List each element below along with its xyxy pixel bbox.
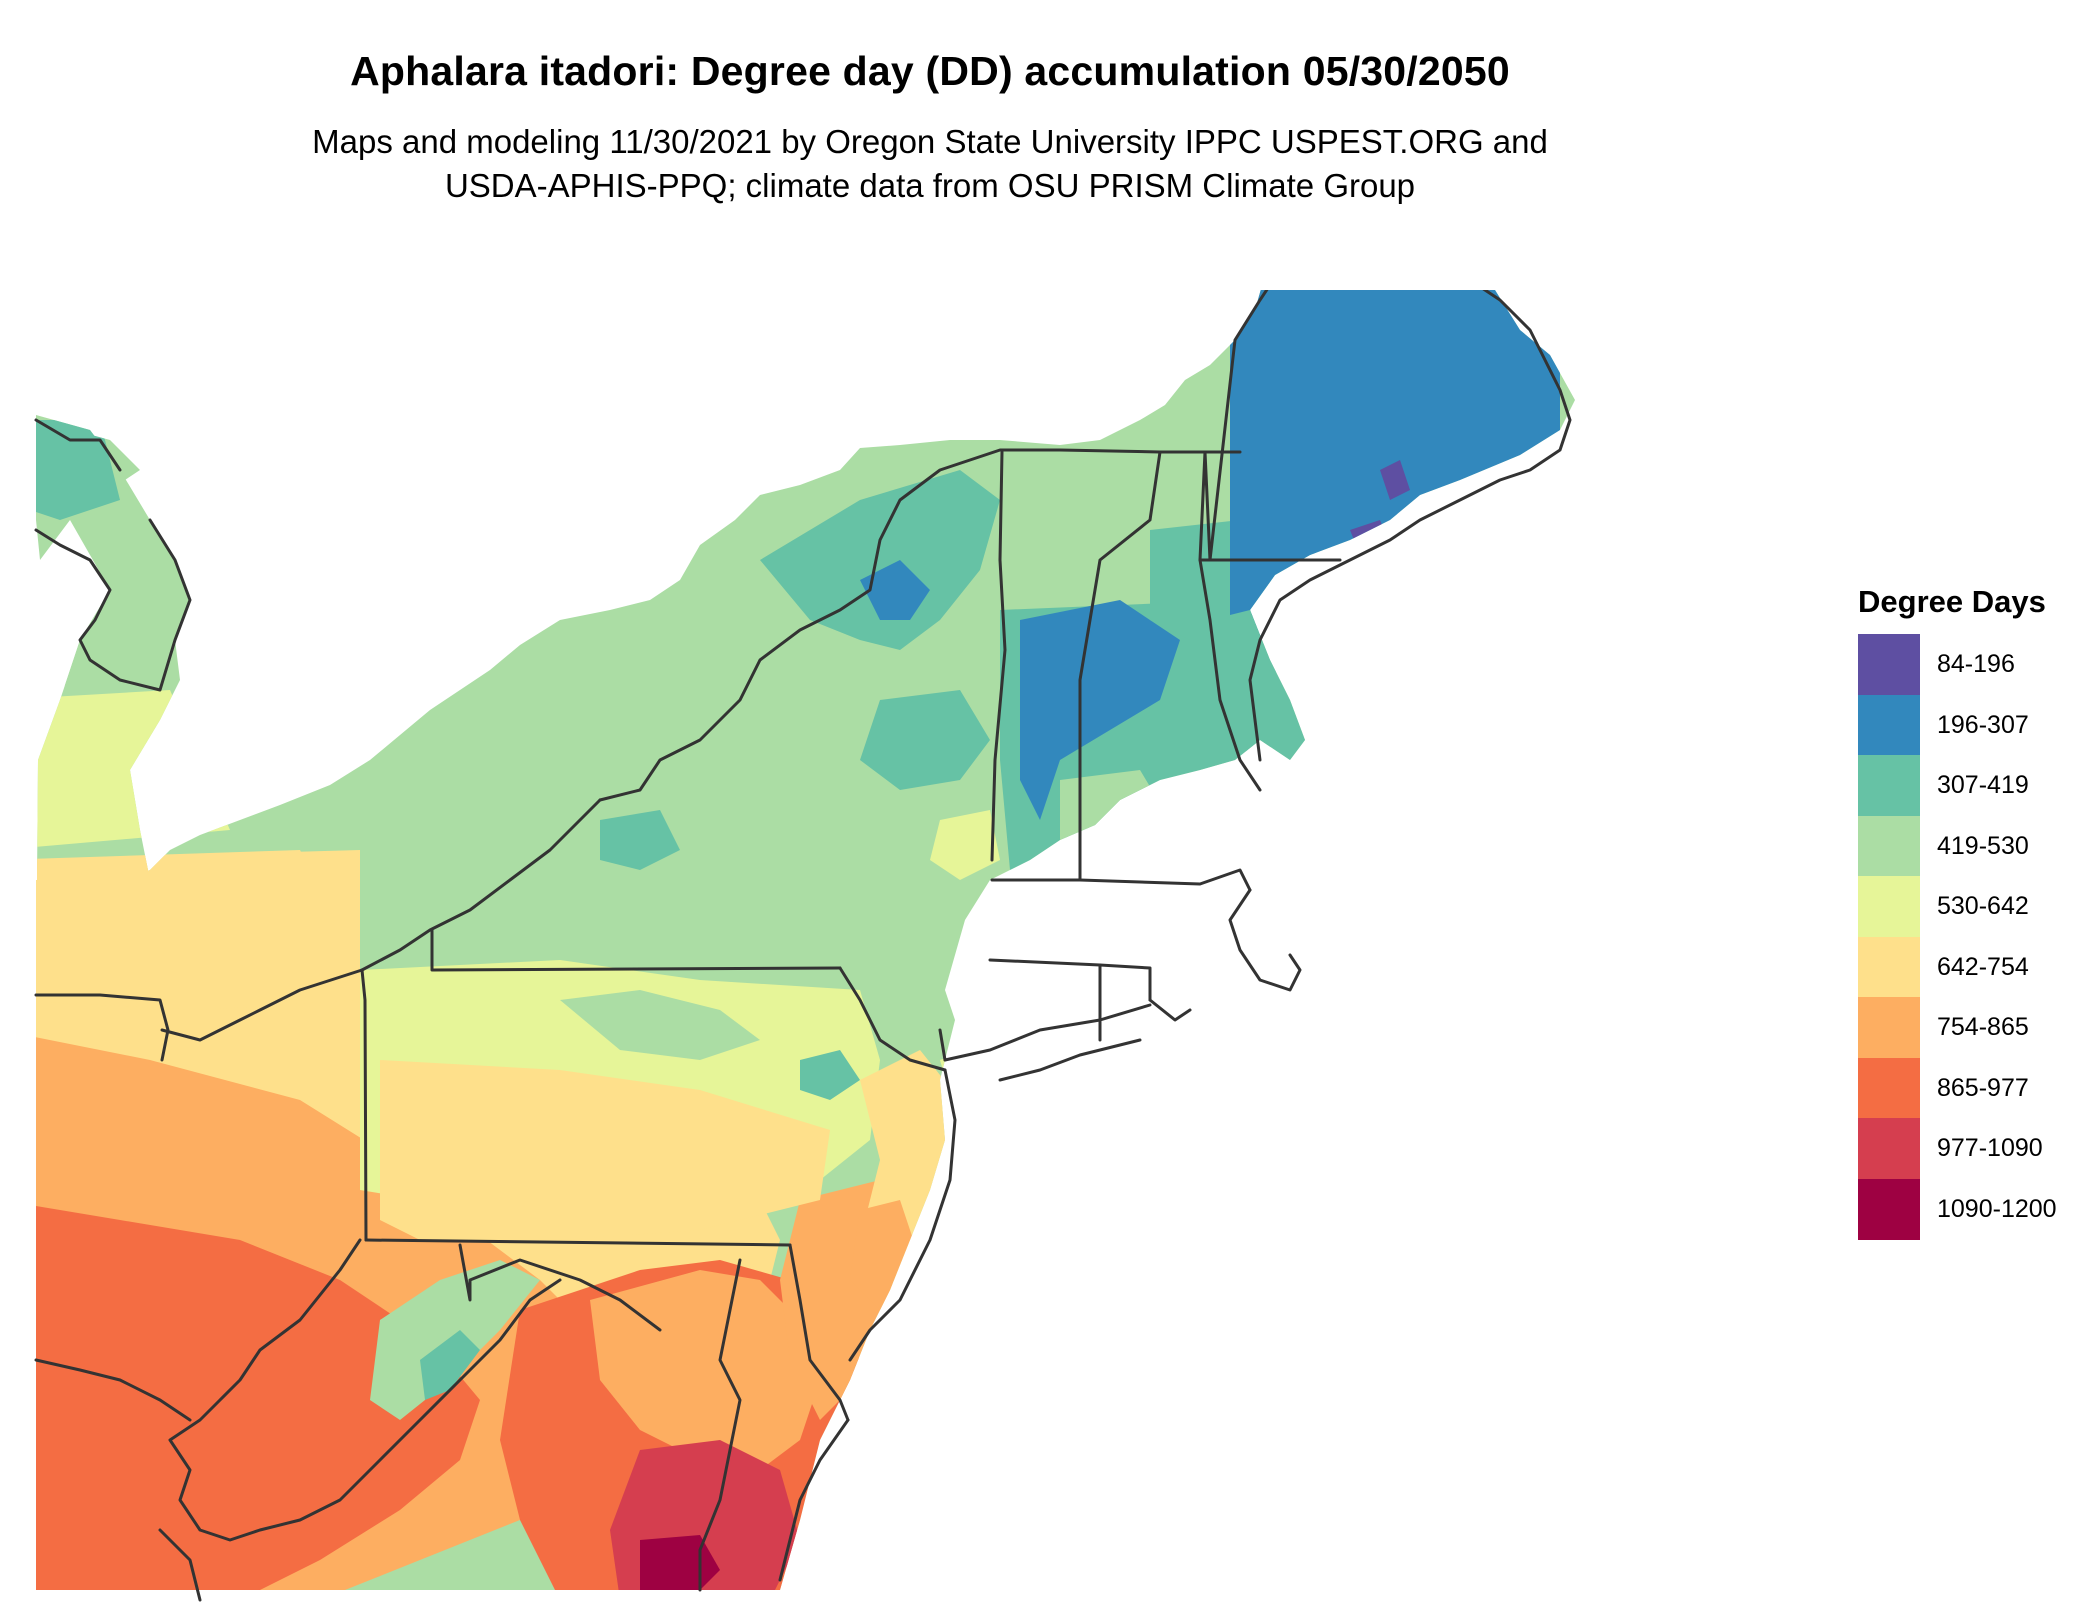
- legend-swatch: [1858, 997, 1920, 1058]
- legend-label: 977-1090: [1937, 1134, 2043, 1162]
- legend-item: 754-865: [1858, 997, 2098, 1058]
- subtitle-line-2: USDA-APHIS-PPQ; climate data from OSU PR…: [444, 167, 1416, 204]
- legend-label: 530-642: [1937, 892, 2029, 920]
- legend-item: 196-307: [1858, 694, 2098, 756]
- map-title: Aphalara itadori: Degree day (DD) accumu…: [350, 48, 1510, 94]
- legend-item: 419-530: [1858, 815, 2098, 877]
- legend-swatch: [1858, 755, 1920, 816]
- degree-day-map: [34, 290, 1575, 1602]
- legend-label: 754-865: [1937, 1013, 2029, 1041]
- legend-item: 642-754: [1858, 936, 2098, 998]
- legend-label: 865-977: [1937, 1073, 2029, 1102]
- legend-swatch: [1858, 1057, 1920, 1119]
- legend-item: 307-419: [1858, 755, 2098, 816]
- legend-label: 642-754: [1937, 952, 2029, 981]
- legend-item: 1090-1200: [1858, 1178, 2098, 1240]
- legend-items: 84-196 196-307 307-419 419-530 530-642 6…: [1858, 634, 2098, 1240]
- map-subtitle: Maps and modeling 11/30/2021 by Oregon S…: [0, 120, 1860, 208]
- legend-swatch: [1858, 634, 1920, 695]
- legend-swatch: [1858, 694, 1920, 756]
- legend-swatch: [1858, 815, 1920, 877]
- legend-title: Degree Days: [1858, 584, 2046, 619]
- legend-swatch: [1858, 1178, 1920, 1240]
- legend: Degree Days 84-196 196-307 307-419 419-5…: [1858, 582, 2098, 1240]
- legend-item: 84-196: [1858, 634, 2098, 695]
- legend-label: 419-530: [1937, 831, 2029, 860]
- legend-label: 1090-1200: [1937, 1194, 2057, 1223]
- legend-swatch: [1858, 1118, 1920, 1179]
- legend-label: 196-307: [1937, 710, 2029, 739]
- legend-item: 530-642: [1858, 876, 2098, 937]
- legend-swatch: [1858, 876, 1920, 937]
- legend-item: 865-977: [1858, 1057, 2098, 1119]
- legend-item: 977-1090: [1858, 1118, 2098, 1179]
- legend-swatch: [1858, 936, 1920, 998]
- legend-label: 307-419: [1937, 771, 2029, 799]
- legend-label: 84-196: [1937, 650, 2015, 678]
- subtitle-line-1: Maps and modeling 11/30/2021 by Oregon S…: [312, 123, 1548, 160]
